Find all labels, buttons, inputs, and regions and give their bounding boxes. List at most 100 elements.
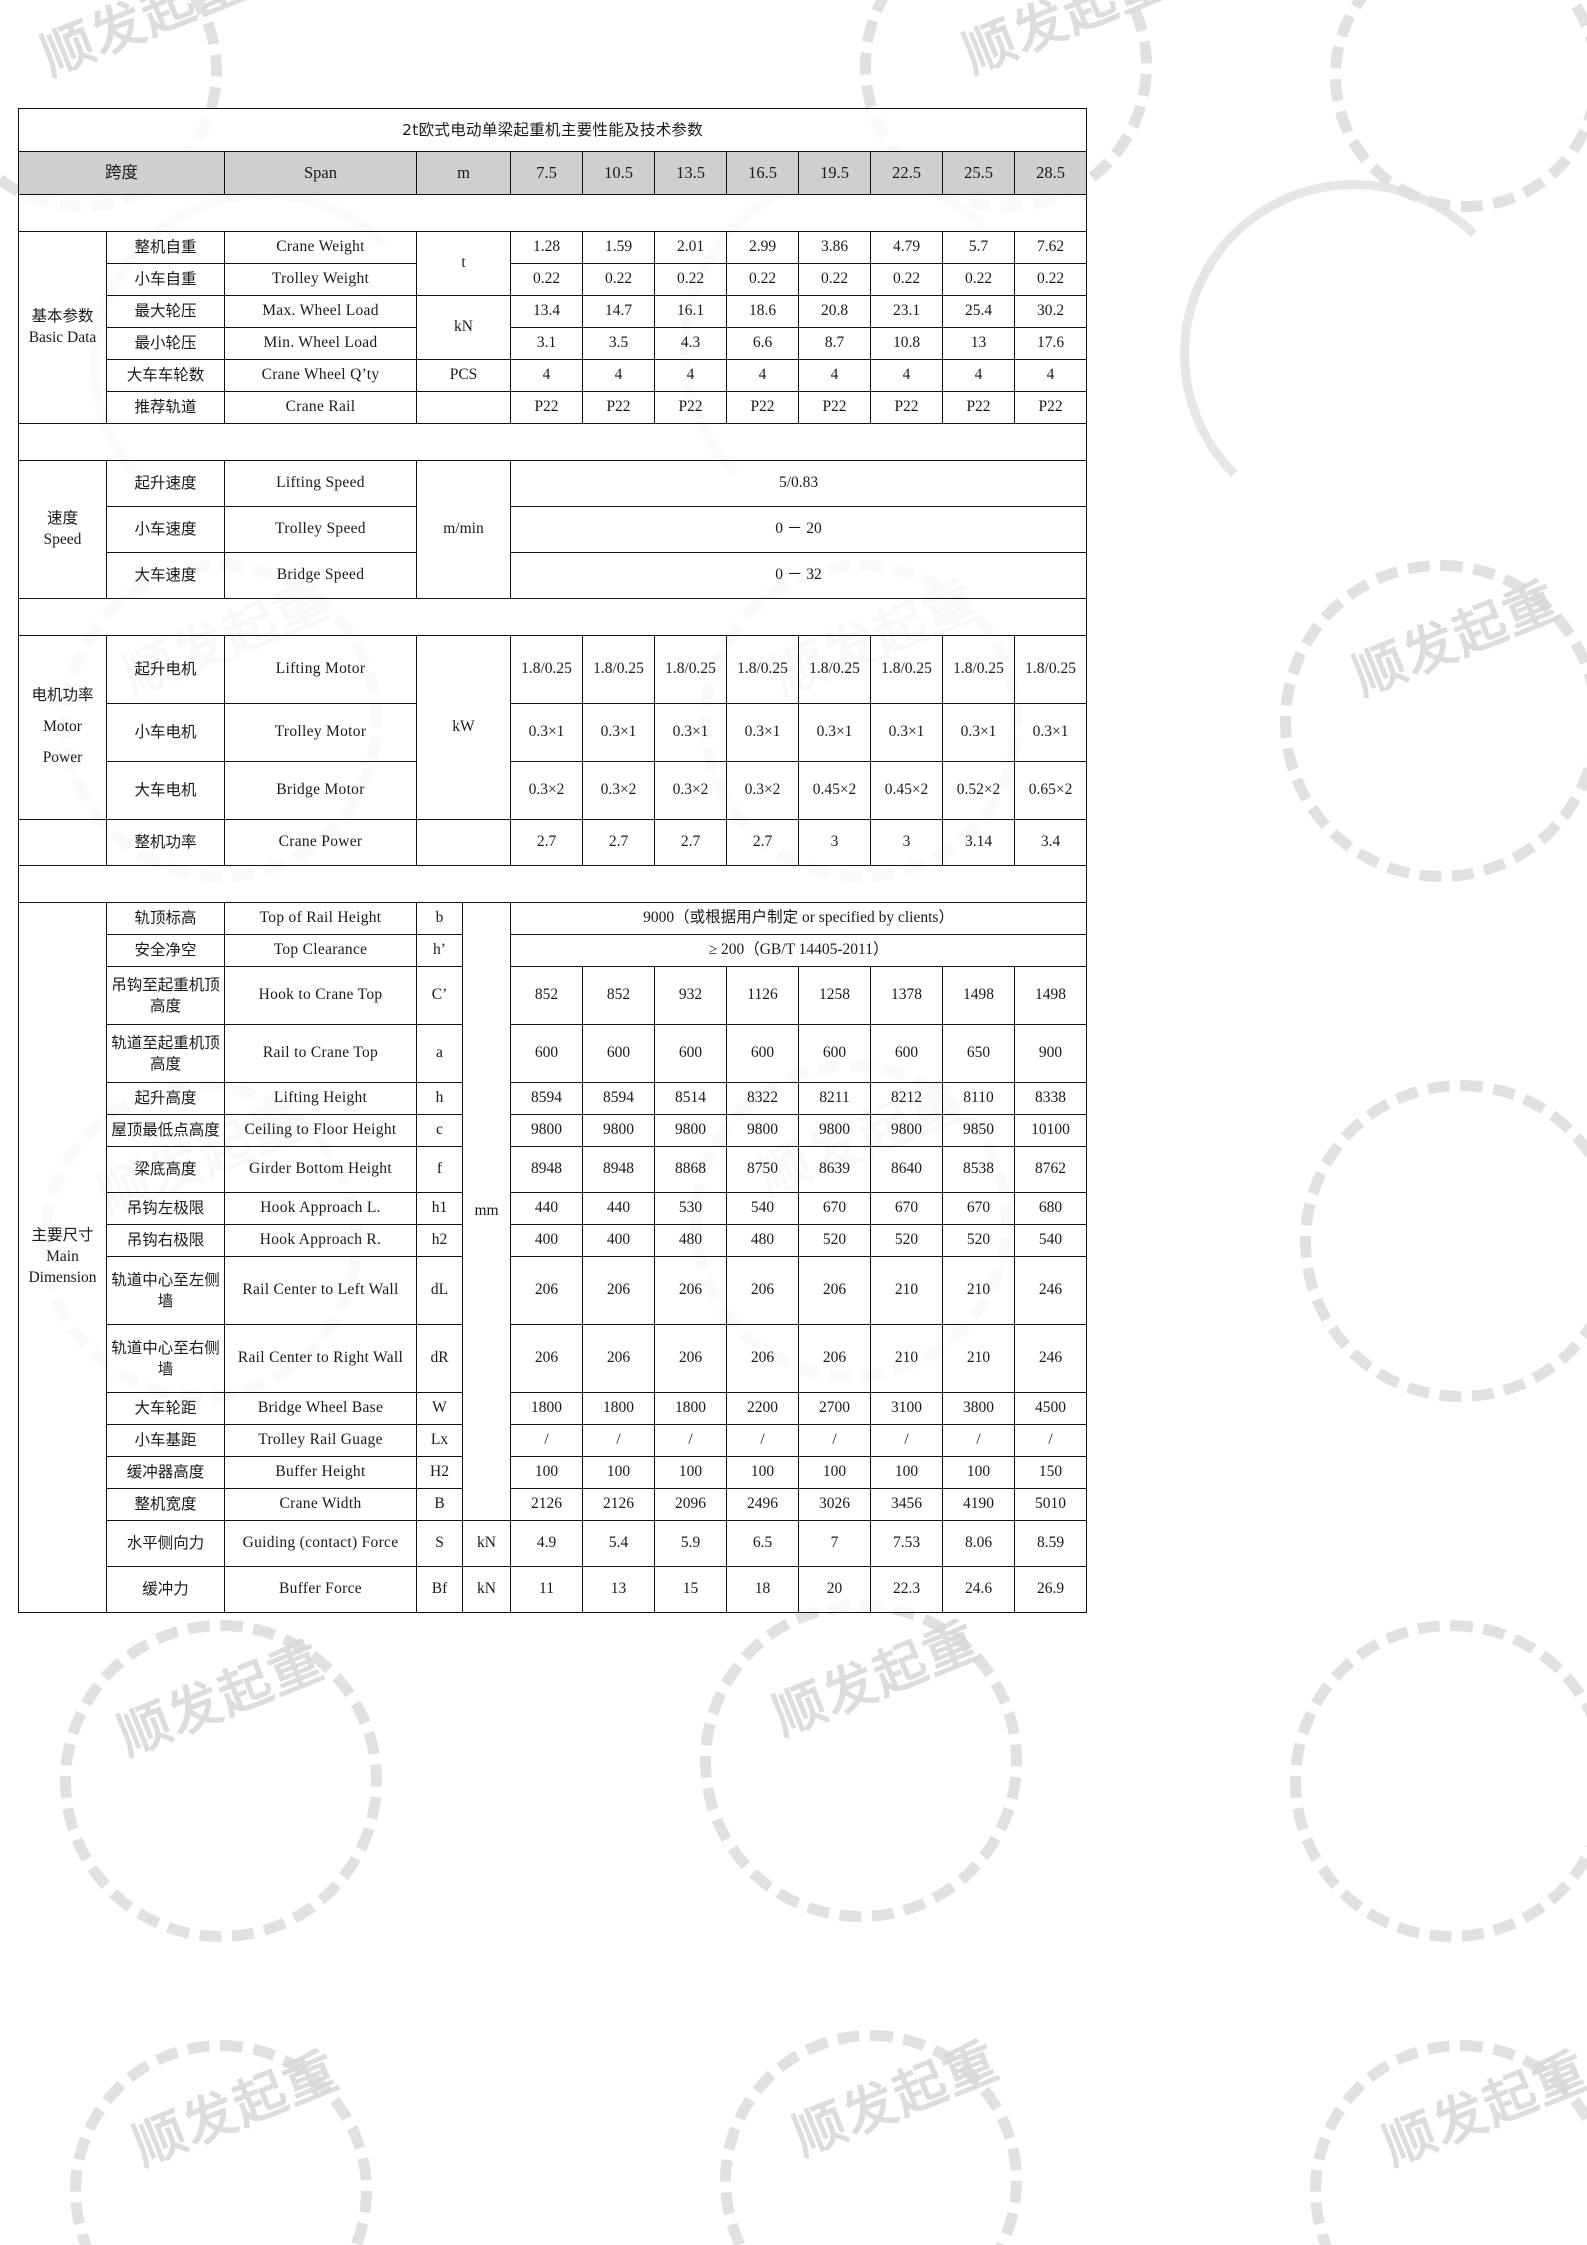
cell: 1.8/0.25	[798, 635, 871, 704]
table-row: 大车轮距 Bridge Wheel Base W 1800 1800 1800 …	[19, 1392, 1088, 1425]
table-row: 轨道至起重机顶高度 Rail to Crane Top a 600 600 60…	[19, 1024, 1088, 1083]
cell: 520	[798, 1224, 871, 1257]
cell: 0.52×2	[942, 761, 1015, 820]
cell: 5010	[1013, 1488, 1088, 1521]
row-label-cn: 起升速度	[106, 460, 225, 507]
table-row: 大车电机 Bridge Motor 0.3×2 0.3×2 0.3×2 0.3×…	[19, 761, 1088, 820]
cell: 5.7	[942, 231, 1015, 264]
cell: 0.45×2	[798, 761, 871, 820]
cell: 2096	[654, 1488, 727, 1521]
row-symbol: b	[416, 902, 463, 935]
row-label-en: Max. Wheel Load	[224, 295, 417, 328]
watermark-text: 顺发起重	[784, 2031, 1008, 2168]
span-header-row: 跨度 Span m 7.5 10.5 13.5 16.5 19.5 22.5 2…	[18, 151, 1088, 195]
table-row: 屋顶最低点高度 Ceiling to Floor Height c 9800 9…	[19, 1114, 1088, 1147]
cell: 210	[942, 1256, 1015, 1325]
row-label-en: Crane Wheel Q’ty	[224, 359, 417, 392]
cell: 6.6	[726, 327, 799, 360]
cell: 18	[726, 1566, 799, 1613]
cell: 1.8/0.25	[726, 635, 799, 704]
cell: P22	[582, 391, 655, 424]
cell: 100	[582, 1456, 655, 1489]
cell: 670	[870, 1192, 943, 1225]
cell: 1378	[870, 966, 943, 1025]
row-unit: kN	[462, 1566, 511, 1613]
document-title: 2t欧式电动单梁起重机主要性能及技术参数	[17, 108, 1088, 152]
cell: 2.7	[654, 819, 727, 866]
cell: 3.86	[798, 231, 871, 264]
cell: P22	[942, 391, 1015, 424]
span-value: 16.5	[726, 151, 799, 195]
row-label-en: Lifting Speed	[224, 460, 417, 507]
row-label-cn: 水平侧向力	[106, 1520, 225, 1567]
table-row: 缓冲器高度 Buffer Height H2 100 100 100 100 1…	[19, 1456, 1088, 1489]
cell: 4	[870, 359, 943, 392]
group-label-cn: 基本参数	[31, 307, 94, 325]
table-row: 轨道中心至右侧墙 Rail Center to Right Wall dR 20…	[19, 1324, 1088, 1393]
row-label-cn: 轨道中心至左侧墙	[106, 1256, 225, 1325]
row-label-en: Guiding (contact) Force	[224, 1520, 417, 1567]
row-symbol: H2	[416, 1456, 463, 1489]
cell: 8948	[510, 1146, 583, 1193]
spec-table: 2t欧式电动单梁起重机主要性能及技术参数 跨度 Span m 7.5 10.5 …	[17, 108, 1088, 1613]
cell: 900	[1013, 1024, 1088, 1083]
row-symbol: h1	[416, 1192, 463, 1225]
section-divider	[17, 865, 1088, 903]
cell: 0.3×2	[582, 761, 655, 820]
cell: 210	[870, 1256, 943, 1325]
cell: 7	[798, 1520, 871, 1567]
cell: 9800	[654, 1114, 727, 1147]
row-label-en: Crane Rail	[224, 391, 417, 424]
cell: P22	[510, 391, 583, 424]
cell-merged: ≥ 200（GB/T 14405-2011）	[509, 934, 1088, 967]
cell: 11	[510, 1566, 583, 1613]
row-label-cn: 吊钩右极限	[106, 1224, 225, 1257]
cell: 4190	[942, 1488, 1015, 1521]
cell: 0.3×1	[654, 703, 727, 762]
row-unit: kW	[416, 635, 511, 820]
cell: 9800	[510, 1114, 583, 1147]
row-label-cn: 轨道至起重机顶高度	[106, 1024, 225, 1083]
row-label-cn: 整机功率	[106, 819, 225, 866]
cell: 210	[942, 1324, 1015, 1393]
row-label-en: Hook to Crane Top	[224, 966, 417, 1025]
row-unit	[416, 391, 511, 424]
row-label-en: Lifting Motor	[224, 635, 417, 704]
row-label-cn: 最小轮压	[106, 327, 225, 360]
row-label-en: Hook Approach R.	[224, 1224, 417, 1257]
cell: 1498	[1013, 966, 1088, 1025]
cell: 0.3×1	[798, 703, 871, 762]
row-symbol: B	[416, 1488, 463, 1521]
row-symbol: h2	[416, 1224, 463, 1257]
cell: 600	[726, 1024, 799, 1083]
cell: 670	[942, 1192, 1015, 1225]
table-row: 吊钩左极限 Hook Approach L. h1 440 440 530 54…	[19, 1192, 1088, 1225]
cell: 8.06	[942, 1520, 1015, 1567]
row-label-en: Rail Center to Left Wall	[224, 1256, 417, 1325]
cell: 20.8	[798, 295, 871, 328]
cell: 0.3×2	[654, 761, 727, 820]
cell: 680	[1013, 1192, 1088, 1225]
group-label-en-1: Main	[46, 1248, 79, 1266]
cell: 520	[870, 1224, 943, 1257]
cell: 1.8/0.25	[654, 635, 727, 704]
cell: 4	[798, 359, 871, 392]
cell: 1.28	[510, 231, 583, 264]
row-label-en: Trolley Rail Guage	[224, 1424, 417, 1457]
row-label-cn: 大车电机	[106, 761, 225, 820]
cell: 246	[1013, 1256, 1088, 1325]
cell: 3.5	[582, 327, 655, 360]
cell: 10100	[1013, 1114, 1088, 1147]
cell: 30.2	[1013, 295, 1088, 328]
cell: 932	[654, 966, 727, 1025]
cell: 8948	[582, 1146, 655, 1193]
cell: 7.62	[1013, 231, 1088, 264]
table-row: 小车自重 Trolley Weight 0.22 0.22 0.22 0.22 …	[19, 263, 1088, 296]
cell: 1258	[798, 966, 871, 1025]
section-divider	[17, 598, 1088, 636]
cell: 2126	[510, 1488, 583, 1521]
cell: 1.8/0.25	[1013, 635, 1088, 704]
cell: 7.53	[870, 1520, 943, 1567]
row-unit: mm	[462, 902, 511, 1521]
watermark-text: 顺发起重	[1374, 2041, 1587, 2178]
